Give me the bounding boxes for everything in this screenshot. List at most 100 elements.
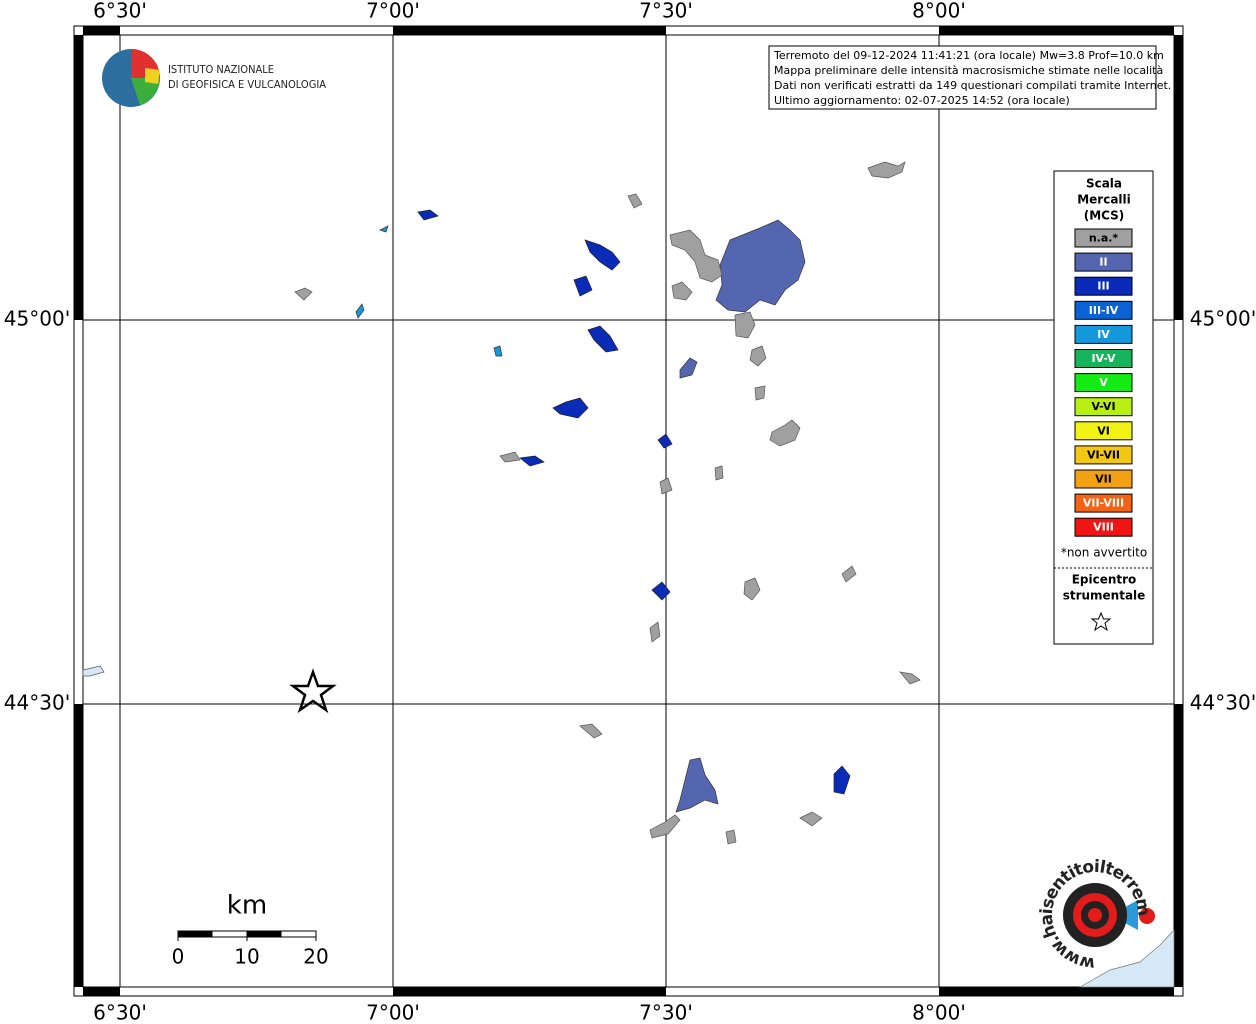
lon-label: 7°00' bbox=[366, 0, 420, 23]
legend-label: VII bbox=[1095, 473, 1112, 486]
area-na bbox=[734, 311, 756, 339]
area-iii bbox=[584, 239, 621, 271]
epicenter-star bbox=[289, 668, 337, 714]
legend-swatch bbox=[1074, 493, 1133, 513]
frame-band bbox=[74, 704, 83, 987]
area-iv bbox=[379, 225, 389, 233]
area-iv bbox=[493, 345, 503, 357]
legend-swatch bbox=[1074, 252, 1133, 272]
legend-swatch bbox=[1074, 397, 1133, 417]
area-na bbox=[769, 419, 801, 447]
area-na bbox=[627, 193, 643, 209]
area-ii bbox=[675, 757, 719, 813]
logo-line: DI GEOFISICA E VULCANOLOGIA bbox=[168, 78, 326, 91]
legend-swatch bbox=[1074, 349, 1133, 368]
logo-line: ISTITUTO NAZIONALE bbox=[168, 63, 274, 76]
area-na bbox=[669, 229, 723, 283]
legend: ScalaMercalli(MCS)n.a.*IIIIIIII-IVIVIV-V… bbox=[1061, 177, 1147, 603]
lon-label: 8°00' bbox=[912, 1001, 966, 1024]
legend-swatch bbox=[1074, 469, 1133, 489]
legend-label: V-VI bbox=[1091, 400, 1115, 413]
area-ii bbox=[715, 219, 806, 313]
legend-title: Scala bbox=[1086, 177, 1122, 191]
sea bbox=[1078, 929, 1175, 988]
frame-band bbox=[74, 35, 83, 320]
legend-label: V bbox=[1099, 376, 1108, 389]
area-iii bbox=[417, 209, 439, 221]
frame-band bbox=[939, 26, 1174, 35]
legend-swatch bbox=[1074, 300, 1133, 320]
legend-star bbox=[1090, 611, 1112, 632]
lat-label: 45°00' bbox=[4, 307, 70, 331]
area-na bbox=[799, 811, 823, 827]
map-area bbox=[82, 34, 1175, 988]
legend-label: VI bbox=[1097, 424, 1110, 437]
legend-label: IV bbox=[1097, 328, 1110, 341]
scale-label: 10 bbox=[234, 945, 259, 969]
lon-label: 7°30' bbox=[639, 1001, 693, 1024]
area-na bbox=[649, 621, 661, 643]
area-na bbox=[659, 477, 673, 495]
legend-label: VIII bbox=[1093, 521, 1114, 534]
lat-label: 44°30' bbox=[1190, 691, 1256, 715]
scale-label: 0 bbox=[172, 945, 185, 969]
scale-unit: km bbox=[227, 891, 267, 921]
legend-label: III bbox=[1097, 280, 1109, 293]
area-ii bbox=[679, 357, 698, 379]
area-na bbox=[649, 814, 681, 839]
area-na bbox=[749, 345, 767, 367]
lat-label: 44°30' bbox=[4, 691, 70, 715]
frame-band bbox=[939, 987, 1174, 996]
area-na bbox=[841, 565, 857, 583]
legend-epicenter: strumentale bbox=[1063, 589, 1146, 603]
area-na bbox=[294, 287, 313, 301]
legend-epicenter: Epicentro bbox=[1072, 573, 1137, 587]
frame-labels: 6°30' 7°00' 7°30' 8°00' 6°30' 7°00' 7°30' 8°00'… bbox=[4, 0, 1256, 1024]
frame-band bbox=[83, 26, 120, 35]
frame-band bbox=[393, 987, 666, 996]
scale-segment bbox=[178, 931, 213, 937]
legend-title: (MCS) bbox=[1084, 209, 1125, 223]
area-na bbox=[867, 161, 906, 179]
frame-band bbox=[1174, 35, 1183, 320]
frame-bands bbox=[74, 26, 1183, 996]
info-line: Ultimo aggiornamento: 02-07-2025 14:52 (… bbox=[774, 94, 1070, 107]
lon-label: 6°30' bbox=[93, 0, 147, 23]
legend-swatch bbox=[1074, 421, 1133, 441]
legend-swatch bbox=[1074, 324, 1133, 344]
lon-label: 8°00' bbox=[912, 0, 966, 23]
area-iii bbox=[657, 433, 673, 449]
info-line: Terremoto del 09-12-2024 11:41:21 (ora l… bbox=[773, 49, 1164, 62]
legend-note: *non avvertito bbox=[1061, 546, 1147, 560]
legend-label: VII-VIII bbox=[1083, 497, 1124, 510]
ingv-logo: ISTITUTO NAZIONALE DI GEOFISICA E VULCAN… bbox=[102, 49, 326, 107]
scale-segment bbox=[247, 931, 282, 937]
logo-sector bbox=[145, 68, 160, 84]
lake bbox=[82, 665, 105, 677]
info-lines: Terremoto del 09-12-2024 11:41:21 (ora l… bbox=[773, 49, 1171, 107]
area-na bbox=[754, 385, 766, 401]
area-iii bbox=[552, 397, 589, 419]
lat-label: 45°00' bbox=[1190, 307, 1256, 331]
area-iii bbox=[573, 275, 593, 297]
area-na bbox=[725, 829, 737, 845]
frame-band bbox=[393, 26, 666, 35]
lon-label: 7°30' bbox=[639, 0, 693, 23]
scale-label: 20 bbox=[303, 945, 328, 969]
area-iii bbox=[833, 765, 851, 795]
legend-label: III-IV bbox=[1089, 304, 1119, 317]
legend-label: VI-VII bbox=[1087, 448, 1120, 461]
area-iii bbox=[651, 581, 671, 601]
area-iii bbox=[587, 325, 619, 353]
info-line: Mappa preliminare delle intensità macros… bbox=[774, 64, 1163, 77]
municipalities bbox=[294, 161, 921, 845]
frame-band bbox=[1174, 704, 1183, 987]
info-box bbox=[768, 45, 1157, 110]
legend-swatch bbox=[1074, 373, 1133, 393]
legend-label: IV-V bbox=[1091, 352, 1116, 365]
area-na bbox=[579, 723, 603, 739]
legend-swatch bbox=[1074, 276, 1133, 296]
scale-bar: km 0 10 20 bbox=[172, 891, 329, 969]
frame-band bbox=[83, 987, 120, 996]
